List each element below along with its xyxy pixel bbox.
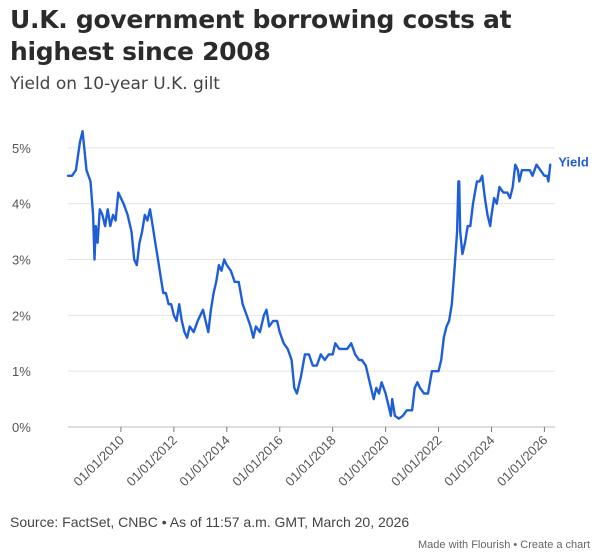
y-tick-label: 2% <box>12 308 31 323</box>
line-chart: 0%1%2%3%4%5% 01/01/201001/01/201201/01/2… <box>12 130 589 490</box>
create-chart-link[interactable]: Create a chart <box>520 539 590 551</box>
source-note: Source: FactSet, CNBC • As of 11:57 a.m.… <box>10 514 410 530</box>
chart-subtitle: Yield on 10-year U.K. gilt <box>10 74 220 94</box>
x-tick-label: 01/01/2016 <box>229 433 286 490</box>
y-tick-label: 5% <box>12 141 31 156</box>
series-layer: Yield <box>66 130 589 420</box>
y-tick-label: 1% <box>12 364 31 379</box>
x-tick-label: 01/01/2020 <box>335 433 392 490</box>
x-axis: 01/01/201001/01/201201/01/201401/01/2016… <box>70 427 551 490</box>
x-tick-label: 01/01/2026 <box>494 433 551 490</box>
x-tick-label: 01/01/2018 <box>282 433 339 490</box>
y-tick-label: 3% <box>12 253 31 268</box>
series-line-yield <box>66 130 552 420</box>
y-axis: 0% 1% 2% 3% 4% 5% <box>12 141 31 435</box>
chart-title: U.K. government borrowing costs at highe… <box>10 5 512 66</box>
credit-separator: • <box>510 539 521 551</box>
y-tick-label: 0% <box>12 420 31 435</box>
y-tick-label: 4% <box>12 197 31 212</box>
x-tick-label: 01/01/2012 <box>123 433 180 490</box>
flourish-credit: Made with Flourish • Create a chart <box>418 539 590 551</box>
made-with-flourish-link[interactable]: Made with Flourish <box>418 539 511 551</box>
x-tick-label: 01/01/2010 <box>70 433 127 490</box>
x-tick-label: 01/01/2022 <box>388 433 445 490</box>
x-tick-label: 01/01/2014 <box>176 433 233 490</box>
gridlines <box>68 147 555 428</box>
x-tick-label: 01/01/2024 <box>441 433 498 490</box>
series-label-yield: Yield <box>558 155 589 170</box>
